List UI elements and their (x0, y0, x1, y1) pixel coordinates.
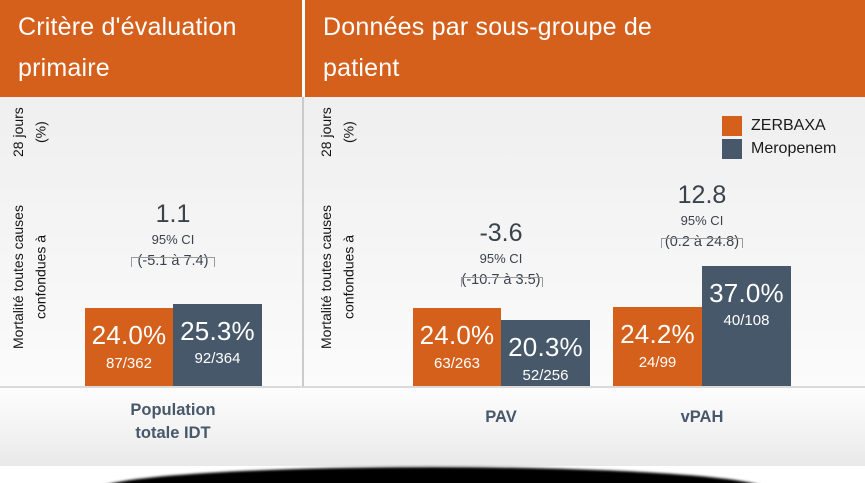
ci-label: 95% CI (479, 250, 523, 266)
ci-range: (-10.7 à 3.5) (461, 271, 541, 288)
legend: ZERBAXA Meropenem (722, 116, 836, 162)
bar-fraction: 92/364 (194, 350, 241, 368)
category-label-line: totale IDT (135, 424, 211, 442)
legend-label: Meropenem (751, 140, 837, 157)
bar-percent: 24.2% (620, 319, 695, 350)
panel-title-line: patient (323, 54, 400, 82)
bar-percent: 24.0% (91, 320, 167, 350)
ci-label: 95% CI (151, 231, 195, 247)
bar-percent: 25.3% (180, 315, 255, 346)
bar-percent: 20.3% (508, 332, 583, 362)
difference-value: 12.8 (677, 181, 727, 209)
difference-value: -3.6 (479, 219, 523, 247)
category-label-pav: PAV (411, 406, 591, 429)
ci-bracket-pav (461, 277, 543, 287)
bar-zerbaxa-vpah: 24.2% 24/99 (613, 307, 702, 386)
bar-meropenem-pav: 20.3% 52/256 (501, 320, 590, 386)
bar-percent: 24.0% (419, 320, 495, 350)
ci-label: 95% CI (680, 212, 724, 228)
ci-range: (-5.1 à 7.4) (137, 252, 209, 269)
ci-bracket-vpah (661, 238, 743, 248)
panel-header-primary-endpoint: Critère d'évaluation primaire (0, 0, 302, 97)
panel-title-line: Données par sous-groupe de (323, 13, 653, 41)
bar-meropenem-vpah: 37.0% 40/108 (702, 265, 791, 386)
bar-fraction: 52/256 (522, 366, 569, 384)
bar-percent: 37.0% (709, 277, 784, 308)
bar-fraction: 40/108 (723, 312, 770, 330)
panel-title-line: Critère d'évaluation (18, 13, 237, 41)
category-label-line: vPAH (680, 408, 724, 426)
bar-fraction: 63/263 (434, 354, 480, 372)
chart-body: Mortalité toutes causes confondues à 28 … (0, 97, 865, 386)
y-axis-label-left: Mortalité toutes causes confondues à 28 … (6, 97, 52, 386)
panel-divider (302, 97, 304, 386)
meropenem-color-swatch (722, 139, 742, 159)
annotation-pav: -3.6 95% CI (-10.7 à 3.5) (411, 219, 591, 289)
y-axis-label-text: 28 jours (%) (9, 107, 48, 158)
annotation-vpah: 12.8 95% CI (0.2 à 24.8) (612, 181, 792, 251)
y-axis-label-text: 28 jours (%) (317, 107, 356, 158)
difference-value: 1.1 (155, 200, 191, 228)
y-axis-label-right: Mortalité toutes causes confondues à 28 … (314, 97, 360, 386)
infographic-card: Critère d'évaluation primaire Données pa… (0, 0, 865, 466)
bar-zerbaxa-itt: 24.0% 87/362 (85, 308, 173, 386)
bar-fraction: 24/99 (638, 354, 677, 371)
y-axis-label-text: Mortalité toutes causes confondues à (317, 205, 356, 349)
category-label-itt: Population totale IDT (83, 399, 263, 445)
bottom-shadow (97, 467, 768, 483)
category-label-line: Population (130, 401, 216, 419)
category-label-line: PAV (485, 408, 517, 426)
bar-zerbaxa-pav: 24.0% 63/263 (413, 308, 501, 386)
bar-meropenem-itt: 25.3% 92/364 (173, 303, 262, 386)
panel-header-subgroups: Données par sous-groupe de patient (305, 0, 865, 97)
x-axis-baseline (0, 386, 865, 388)
ci-range: (0.2 à 24.8) (664, 233, 740, 250)
legend-item-meropenem: Meropenem (722, 139, 836, 159)
ci-bracket-itt (131, 257, 215, 267)
bar-fraction: 87/362 (106, 354, 152, 372)
zerbaxa-color-swatch (722, 116, 742, 136)
legend-label: ZERBAXA (751, 117, 826, 134)
category-label-vpah: vPAH (612, 406, 792, 429)
category-labels-band: Population totale IDT PAV vPAH (0, 388, 865, 466)
panel-title-line: primaire (18, 54, 110, 82)
annotation-itt: 1.1 95% CI (-5.1 à 7.4) (83, 200, 263, 270)
y-axis-label-text: Mortalité toutes causes confondues à (9, 205, 48, 349)
legend-item-zerbaxa: ZERBAXA (722, 116, 836, 136)
